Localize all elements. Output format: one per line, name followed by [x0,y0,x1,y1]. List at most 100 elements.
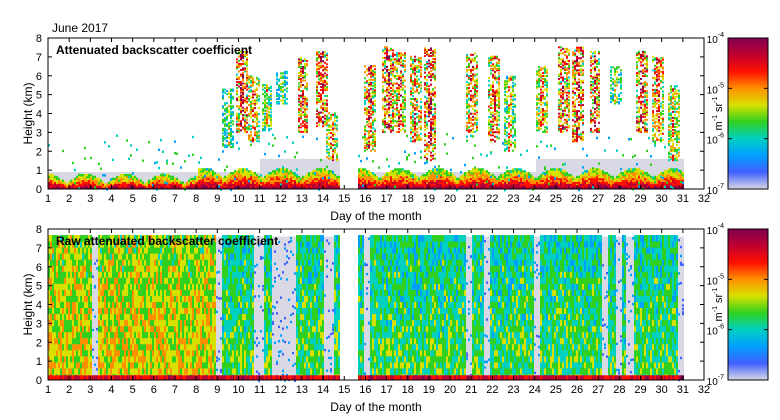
cloud-cell [538,97,540,100]
cloud-cell [386,79,388,82]
boundary-layer-cell [156,181,158,184]
cloud-cell [494,105,496,108]
boundary-layer-cell [286,185,288,188]
boundary-layer-cell [256,173,258,177]
boundary-layer-cell [492,179,494,182]
cloud-cell [538,70,540,73]
cloud-cell [498,131,500,134]
cloud-cell [514,130,516,133]
boundary-layer-cell [172,177,174,181]
cloud-cell [322,102,324,105]
boundary-layer-cell [50,185,52,188]
cloud-cell [262,121,264,124]
cloud-cell [328,124,330,127]
cloud-cell [316,87,318,90]
cloud-cell [490,138,492,141]
boundary-layer-cell [398,183,400,186]
cloud-cell [304,103,306,106]
boundary-layer-cell [202,185,204,188]
cloud-cell [510,77,512,80]
cloud-cell [374,119,376,122]
boundary-layer-cell [488,177,490,181]
cloud-cell [418,69,420,72]
cloud-cell [300,58,302,61]
boundary-layer-cell [56,179,58,182]
cloud-cell [374,72,376,75]
boundary-layer-cell [70,187,72,190]
cloud-cell [372,95,374,98]
boundary-layer-cell [66,183,68,186]
boundary-layer-cell [116,179,118,182]
boundary-layer-cell [72,181,74,184]
cloud-cell [252,90,254,93]
noise-cell [536,145,538,148]
cloud-cell [504,102,506,105]
cloud-cell [398,52,400,55]
boundary-layer-cell [252,185,254,188]
boundary-layer-cell [204,177,206,181]
boundary-layer-cell [86,177,88,181]
cloud-cell [414,129,416,132]
cloud-cell [306,82,308,85]
cloud-cell [238,127,240,130]
boundary-layer-cell [228,181,230,184]
cloud-cell [402,102,404,105]
boundary-layer-cell [272,179,274,182]
noise-cell [296,168,298,171]
cloud-cell [468,64,470,67]
cloud-cell [426,88,428,91]
cloud-cell [384,111,386,114]
cloud-cell [336,157,338,160]
boundary-layer-cell [312,173,314,177]
boundary-layer-cell [466,185,468,188]
cloud-cell [258,120,260,123]
boundary-layer-cell [504,173,506,177]
cloud-cell [384,47,386,50]
boundary-layer-cell [136,183,138,186]
boundary-layer-cell [270,177,272,181]
boundary-layer-cell [510,172,512,175]
noise-cell [436,168,438,172]
cloud-cell [300,61,302,64]
boundary-layer-cell [434,173,436,177]
cloud-cell [536,114,538,117]
cloud-cell [414,99,416,102]
boundary-layer-cell [498,175,500,179]
cloud-cell [330,136,332,139]
boundary-layer-cell [220,179,222,182]
cloud-cell [476,55,478,58]
cloud-cell [514,146,516,149]
boundary-layer-cell [280,177,282,181]
cloud-cell [432,133,434,136]
cloud-cell [490,69,492,72]
boundary-layer-cell [512,181,514,184]
cloud-cell [304,112,306,115]
cloud-cell [334,150,336,153]
cloud-cell [398,118,400,121]
cloud-cell [498,64,500,67]
boundary-layer-cell [286,170,288,173]
boundary-layer-cell [286,181,288,184]
cloud-cell [536,121,538,124]
boundary-layer-cell [384,179,386,182]
boundary-layer-cell [358,181,360,184]
cloud-cell [492,114,494,117]
cloud-cell [370,78,372,81]
cloud-cell [252,76,254,79]
boundary-layer-cell [230,185,232,188]
boundary-layer-cell [472,181,474,184]
cloud-cell [370,71,372,74]
cloud-cell [264,102,266,105]
cloud-cell [392,120,394,123]
cloud-cell [226,102,228,105]
boundary-layer-cell [416,181,418,184]
cloud-cell [492,88,494,91]
cloud-cell [428,48,430,51]
boundary-layer-cell [326,170,328,173]
boundary-layer-cell [250,185,252,188]
boundary-layer-cell [84,173,86,177]
boundary-layer-cell [514,175,516,179]
cloud-cell [388,114,390,117]
cloud-cell [402,81,404,84]
cloud-cell [512,84,514,87]
